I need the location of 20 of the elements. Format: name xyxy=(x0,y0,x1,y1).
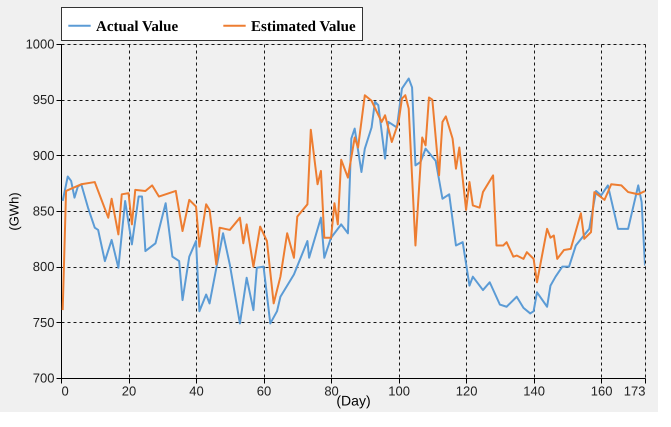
legend-label: Actual Value xyxy=(96,18,178,35)
y-tick-label: 800 xyxy=(32,259,54,274)
x-tick-label: 80 xyxy=(324,384,339,398)
legend-label: Estimated Value xyxy=(251,18,356,35)
y-tick-label: 950 xyxy=(32,92,54,108)
x-tick-label: 120 xyxy=(456,384,478,398)
x-tick-label: 20 xyxy=(122,384,136,398)
y-tick-label: 700 xyxy=(32,370,54,386)
x-tick-label: 40 xyxy=(189,384,204,398)
x-tick-label: 60 xyxy=(256,384,272,398)
x-tick-label: 173 xyxy=(624,384,646,398)
y-tick-label: 900 xyxy=(32,148,54,163)
y-tick-label: 1000 xyxy=(26,36,54,52)
y-tick-label: 750 xyxy=(32,314,54,330)
y-tick-label: 850 xyxy=(32,204,54,218)
x-tick-label: 160 xyxy=(590,384,612,398)
x-tick-label: 100 xyxy=(388,384,410,398)
y-axis-title: (GWh) xyxy=(6,192,22,231)
x-tick-label: 0 xyxy=(62,384,69,398)
x-tick-label: 140 xyxy=(523,384,545,398)
